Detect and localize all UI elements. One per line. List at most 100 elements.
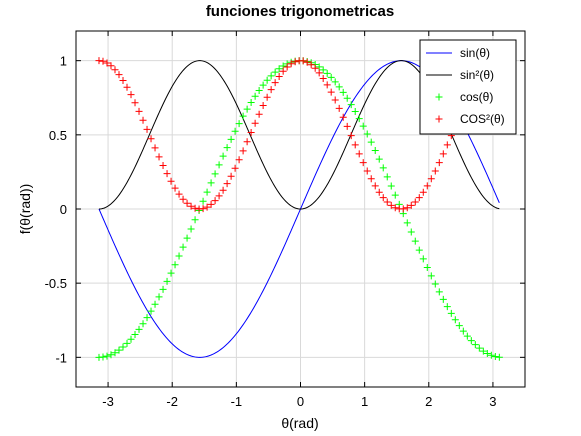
data-marker [147,135,155,143]
data-marker [451,316,459,324]
data-marker [351,141,359,149]
data-marker [343,122,351,130]
data-marker [171,184,179,192]
data-marker [379,164,387,172]
data-marker [323,81,331,89]
data-marker [167,269,175,277]
data-marker [431,167,439,175]
data-marker [239,147,247,155]
data-marker [339,88,347,96]
legend-label: sin(θ) [460,46,490,60]
data-marker [243,105,251,113]
data-marker [355,115,363,123]
data-marker [131,99,139,107]
data-marker [167,177,175,185]
data-marker [383,173,391,181]
data-marker [255,110,263,118]
data-marker [231,164,239,172]
data-marker [323,69,331,77]
x-tick-label: 3 [489,394,496,409]
data-marker [363,130,371,138]
data-marker [363,167,371,175]
data-marker [387,201,395,209]
data-marker [299,57,307,65]
data-marker [259,81,267,89]
data-marker [251,119,259,127]
data-marker [359,122,367,130]
data-marker [215,161,223,169]
data-marker [331,96,339,104]
data-marker [319,66,327,74]
y-tick-label: -1 [55,350,67,365]
data-marker [427,272,435,280]
data-marker [251,92,259,100]
data-marker [199,197,207,205]
data-marker [199,205,207,213]
x-axis-label: θ(rad) [281,415,318,431]
data-marker [179,195,187,203]
data-marker [351,107,359,115]
data-marker [383,198,391,206]
data-marker [375,188,383,196]
x-tick-label: -3 [102,394,114,409]
data-marker [267,86,275,94]
data-marker [327,88,335,96]
data-marker [211,197,219,205]
data-marker [311,64,319,72]
data-marker [407,228,415,236]
y-tick-label: 1 [60,54,67,69]
data-marker [431,280,439,288]
data-marker [403,204,411,212]
data-marker [211,170,219,178]
data-marker [463,332,471,340]
data-marker [223,144,231,152]
legend-label: COS²(θ) [460,112,505,126]
data-marker [259,102,267,110]
data-marker [455,322,463,330]
data-marker [495,353,503,361]
x-tick-label: -2 [166,394,178,409]
data-marker [303,58,311,66]
data-marker [207,200,215,208]
data-marker [171,261,179,269]
data-marker [207,179,215,187]
data-marker [375,155,383,163]
data-marker [227,172,235,180]
y-tick-label: 0 [60,202,67,217]
data-marker [255,86,263,94]
data-marker [415,194,423,202]
data-marker [203,188,211,196]
data-marker [175,252,183,260]
data-marker [435,159,443,167]
data-marker [191,204,199,212]
data-marker [183,234,191,242]
data-marker [335,104,343,112]
data-marker [147,307,155,315]
data-marker [263,76,271,84]
data-marker [247,98,255,106]
data-marker [143,314,151,322]
data-marker [391,191,399,199]
data-marker [387,182,395,190]
data-marker [347,132,355,140]
data-marker [99,57,107,65]
data-marker [247,129,255,137]
data-marker [223,180,231,188]
data-marker [379,194,387,202]
data-marker [127,91,135,99]
data-marker [399,205,407,213]
data-marker [423,264,431,272]
data-marker [143,125,151,133]
data-marker [139,320,147,328]
data-marker [175,190,183,198]
data-marker [283,63,291,71]
data-marker [343,94,351,102]
data-marker [339,113,347,121]
data-marker [99,353,107,361]
data-marker [347,101,355,109]
data-marker [411,198,419,206]
data-marker [111,66,119,74]
data-marker [183,199,191,207]
data-marker [123,83,131,91]
x-tick-label: 1 [361,394,368,409]
